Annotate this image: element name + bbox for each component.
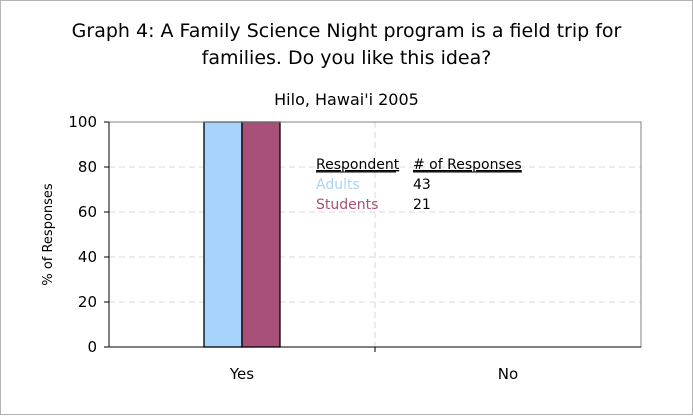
legend-count-adults: 43 (413, 177, 431, 193)
y-tick-label: 20 (78, 293, 97, 311)
legend-header-responses: # of Responses (413, 157, 522, 173)
chart-title-line-1: Graph 4: A Family Science Night program … (71, 20, 622, 42)
x-tick-label: Yes (229, 365, 254, 383)
x-tick-label: No (498, 365, 518, 383)
legend-header-respondent: Respondent (316, 157, 400, 173)
y-tick-label: 0 (87, 338, 97, 356)
y-tick-label: 100 (68, 113, 97, 131)
y-tick-label: 40 (78, 248, 97, 266)
chart-title-line-2: families. Do you like this idea? (201, 47, 492, 69)
legend-entry-adults: Adults (316, 177, 360, 193)
y-tick-label: 80 (78, 158, 97, 176)
legend-count-students: 21 (413, 197, 431, 213)
bar-adults-yes (203, 121, 243, 348)
y-axis-label: % of Responses (41, 183, 56, 286)
bar-students-yes (241, 121, 281, 348)
chart-title: Graph 4: A Family Science Night program … (21, 18, 672, 72)
chart-subtitle: Hilo, Hawai'i 2005 (274, 90, 419, 109)
y-tick-label: 60 (78, 203, 97, 221)
legend-entry-students: Students (316, 197, 378, 213)
